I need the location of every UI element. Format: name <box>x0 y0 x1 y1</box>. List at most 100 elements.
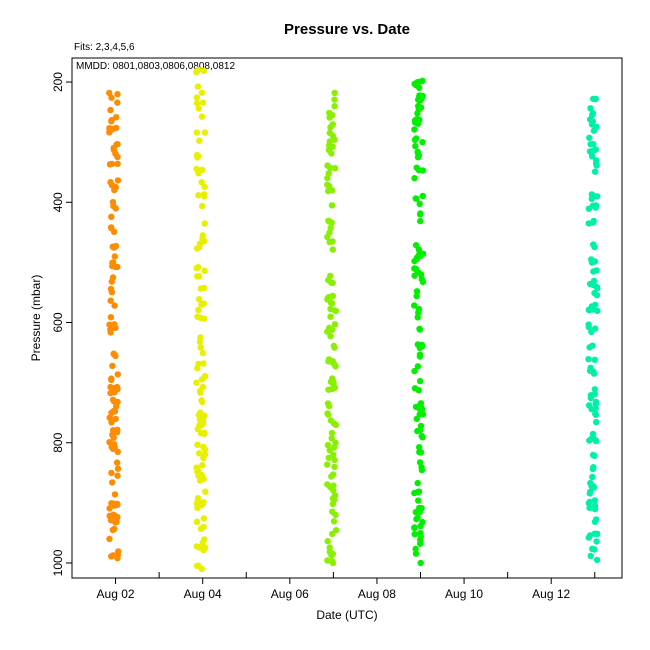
data-point <box>591 505 599 513</box>
data-point <box>196 472 203 480</box>
data-point <box>325 386 332 393</box>
data-point <box>194 67 201 74</box>
data-point <box>332 363 339 370</box>
data-point <box>198 179 205 186</box>
data-point <box>412 82 420 89</box>
fits-note: Fits: 2,3,4,5,6 <box>74 42 135 53</box>
data-point <box>201 372 209 380</box>
data-point <box>590 281 597 289</box>
data-point <box>593 538 600 545</box>
data-point <box>591 546 598 553</box>
data-point <box>109 396 117 403</box>
data-point <box>417 211 424 218</box>
data-point <box>199 500 206 508</box>
data-point <box>414 363 422 370</box>
data-point <box>585 356 592 363</box>
data-point <box>107 297 114 304</box>
data-point <box>332 439 339 446</box>
data-point <box>201 451 209 458</box>
data-point <box>591 289 598 297</box>
data-point <box>414 314 421 321</box>
data-point <box>324 441 332 449</box>
data-point <box>106 89 113 97</box>
data-point <box>324 174 331 182</box>
data-point <box>107 389 114 397</box>
x-tick-label: Aug 06 <box>271 587 309 601</box>
data-point <box>198 166 206 174</box>
x-axis-label: Date (UTC) <box>316 608 377 622</box>
data-point <box>591 386 598 393</box>
data-point <box>198 113 206 120</box>
data-point <box>109 362 116 370</box>
data-point <box>331 89 338 97</box>
data-point <box>109 479 116 486</box>
data-point <box>329 495 337 502</box>
data-point <box>113 114 120 121</box>
data-point <box>114 465 122 472</box>
data-point <box>328 219 335 227</box>
data-point <box>586 116 594 123</box>
data-point <box>593 418 600 426</box>
data-point <box>324 187 332 195</box>
data-point <box>327 313 334 320</box>
data-point <box>199 232 206 239</box>
data-point <box>591 168 599 175</box>
data-point <box>106 439 113 446</box>
data-point <box>109 259 117 266</box>
data-point <box>590 368 597 375</box>
data-point <box>324 410 331 417</box>
data-point <box>589 110 597 117</box>
data-point <box>331 96 338 103</box>
data-point <box>324 233 331 241</box>
chart-title: Pressure vs. Date <box>284 21 410 38</box>
data-point <box>587 392 595 399</box>
data-point <box>415 167 423 174</box>
data-point <box>106 321 113 328</box>
y-tick-label: 400 <box>51 192 65 212</box>
data-point <box>108 225 115 232</box>
data-point <box>197 387 204 394</box>
y-tick-label: 1000 <box>51 549 65 576</box>
data-point <box>112 150 119 157</box>
data-point <box>114 99 121 106</box>
data-point <box>414 427 421 435</box>
data-point <box>419 192 426 200</box>
data-point <box>112 513 119 520</box>
data-point <box>109 274 117 281</box>
data-point <box>330 471 337 478</box>
data-point <box>588 259 596 266</box>
data-point <box>326 238 333 246</box>
data-point <box>592 146 599 153</box>
data-point <box>586 134 593 141</box>
data-point <box>593 437 600 445</box>
data-point <box>593 123 600 131</box>
data-point <box>331 456 338 464</box>
data-point <box>331 165 339 172</box>
data-point <box>113 383 121 391</box>
data-point <box>416 200 423 207</box>
data-point <box>330 518 338 525</box>
data-point <box>418 432 425 440</box>
data-point <box>328 150 335 157</box>
data-point <box>195 105 202 112</box>
data-point <box>586 532 594 539</box>
data-point <box>593 162 600 169</box>
data-point <box>590 268 597 275</box>
data-point <box>200 360 207 367</box>
data-point <box>415 152 422 159</box>
data-point <box>413 135 420 142</box>
data-point <box>201 129 209 136</box>
data-point <box>112 415 119 423</box>
data-point <box>110 202 117 210</box>
data-point <box>416 353 424 360</box>
x-tick-label: Aug 08 <box>358 587 396 601</box>
data-point <box>411 385 419 392</box>
data-point <box>108 213 115 220</box>
data-point <box>416 444 423 451</box>
data-point <box>416 344 423 351</box>
data-point <box>591 356 598 363</box>
data-point <box>193 265 200 272</box>
data-point <box>325 170 332 177</box>
data-point <box>417 271 425 278</box>
data-point <box>416 325 423 332</box>
